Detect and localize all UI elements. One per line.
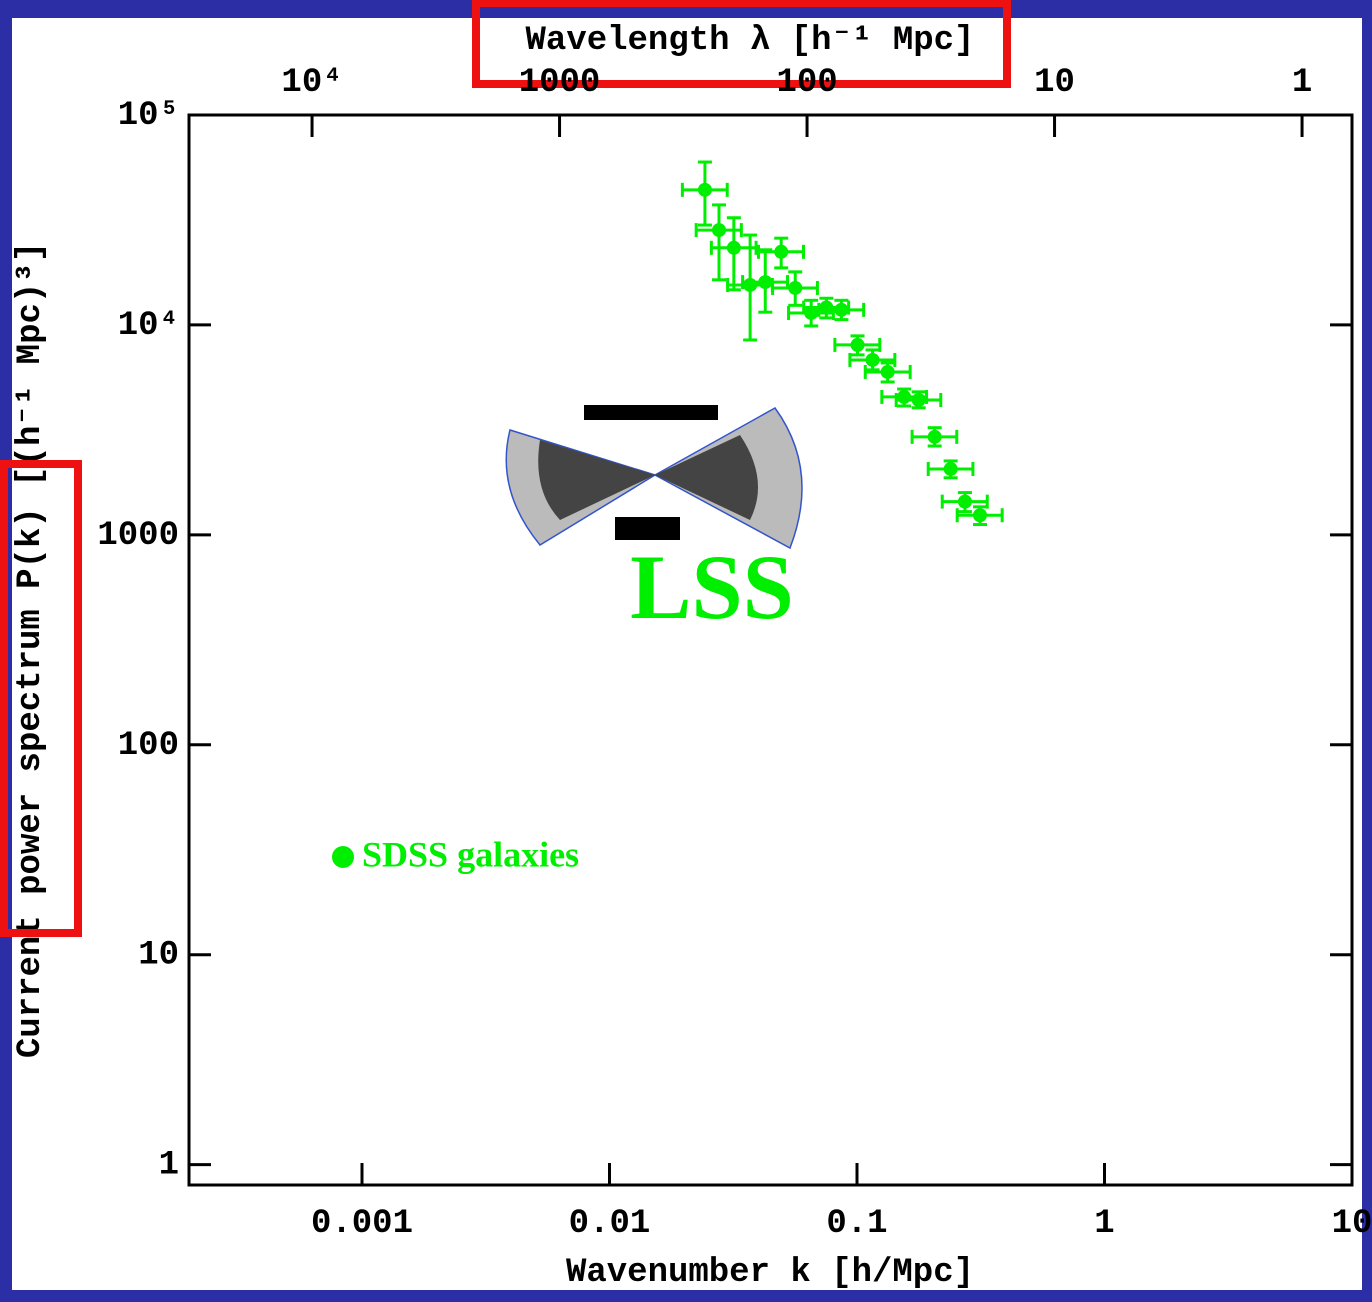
x-tick-label: 0.001 bbox=[311, 1205, 413, 1243]
legend-label: SDSS galaxies bbox=[362, 834, 579, 874]
point bbox=[880, 364, 895, 379]
point bbox=[788, 280, 803, 295]
x-tick-label: 0.01 bbox=[569, 1205, 651, 1243]
x-tick-label: 1 bbox=[1094, 1205, 1114, 1243]
point bbox=[927, 429, 942, 444]
x2-tick-label: 10 bbox=[1034, 64, 1075, 102]
point bbox=[712, 223, 727, 238]
x-axis-label: Wavenumber k [h/Mpc] bbox=[566, 1254, 974, 1292]
point bbox=[943, 461, 958, 476]
legend-marker bbox=[332, 846, 354, 868]
chart-background bbox=[12, 18, 1362, 1290]
x2-tick-label: 1000 bbox=[519, 64, 601, 102]
point bbox=[834, 302, 849, 317]
x-tick-label: 0.1 bbox=[826, 1205, 887, 1243]
point bbox=[758, 275, 773, 290]
y-tick-label: 1000 bbox=[97, 517, 179, 555]
annotation: LSS bbox=[630, 536, 794, 638]
y-tick-label: 10⁴ bbox=[118, 307, 179, 345]
x2-axis-label: Wavelength λ [h⁻¹ Mpc] bbox=[526, 22, 975, 60]
x2-tick-label: 1 bbox=[1292, 64, 1312, 102]
x2-tick-label: 10⁴ bbox=[281, 64, 342, 102]
point bbox=[897, 389, 912, 404]
x-tick-label: 10 bbox=[1332, 1205, 1372, 1243]
y-tick-label: 10⁵ bbox=[118, 97, 179, 135]
point bbox=[774, 244, 789, 259]
y-tick-label: 100 bbox=[118, 727, 179, 765]
point bbox=[726, 240, 741, 255]
point bbox=[819, 300, 834, 315]
point bbox=[911, 392, 926, 407]
y-tick-label: 10 bbox=[138, 937, 179, 975]
point bbox=[972, 508, 987, 523]
point bbox=[804, 305, 819, 320]
point bbox=[865, 352, 880, 367]
y-tick-label: 1 bbox=[159, 1147, 179, 1185]
point bbox=[957, 494, 972, 509]
x2-tick-label: 100 bbox=[776, 64, 837, 102]
point bbox=[743, 277, 758, 292]
point bbox=[850, 337, 865, 352]
survey-wedge bbox=[505, 405, 803, 550]
y-axis-label: Current power spectrum P(k) [(h⁻¹ Mpc)³] bbox=[12, 242, 50, 1058]
point bbox=[697, 182, 712, 197]
highlight-box bbox=[0, 460, 82, 937]
plot-frame bbox=[187, 113, 1354, 1187]
highlight-box bbox=[472, 0, 1011, 88]
